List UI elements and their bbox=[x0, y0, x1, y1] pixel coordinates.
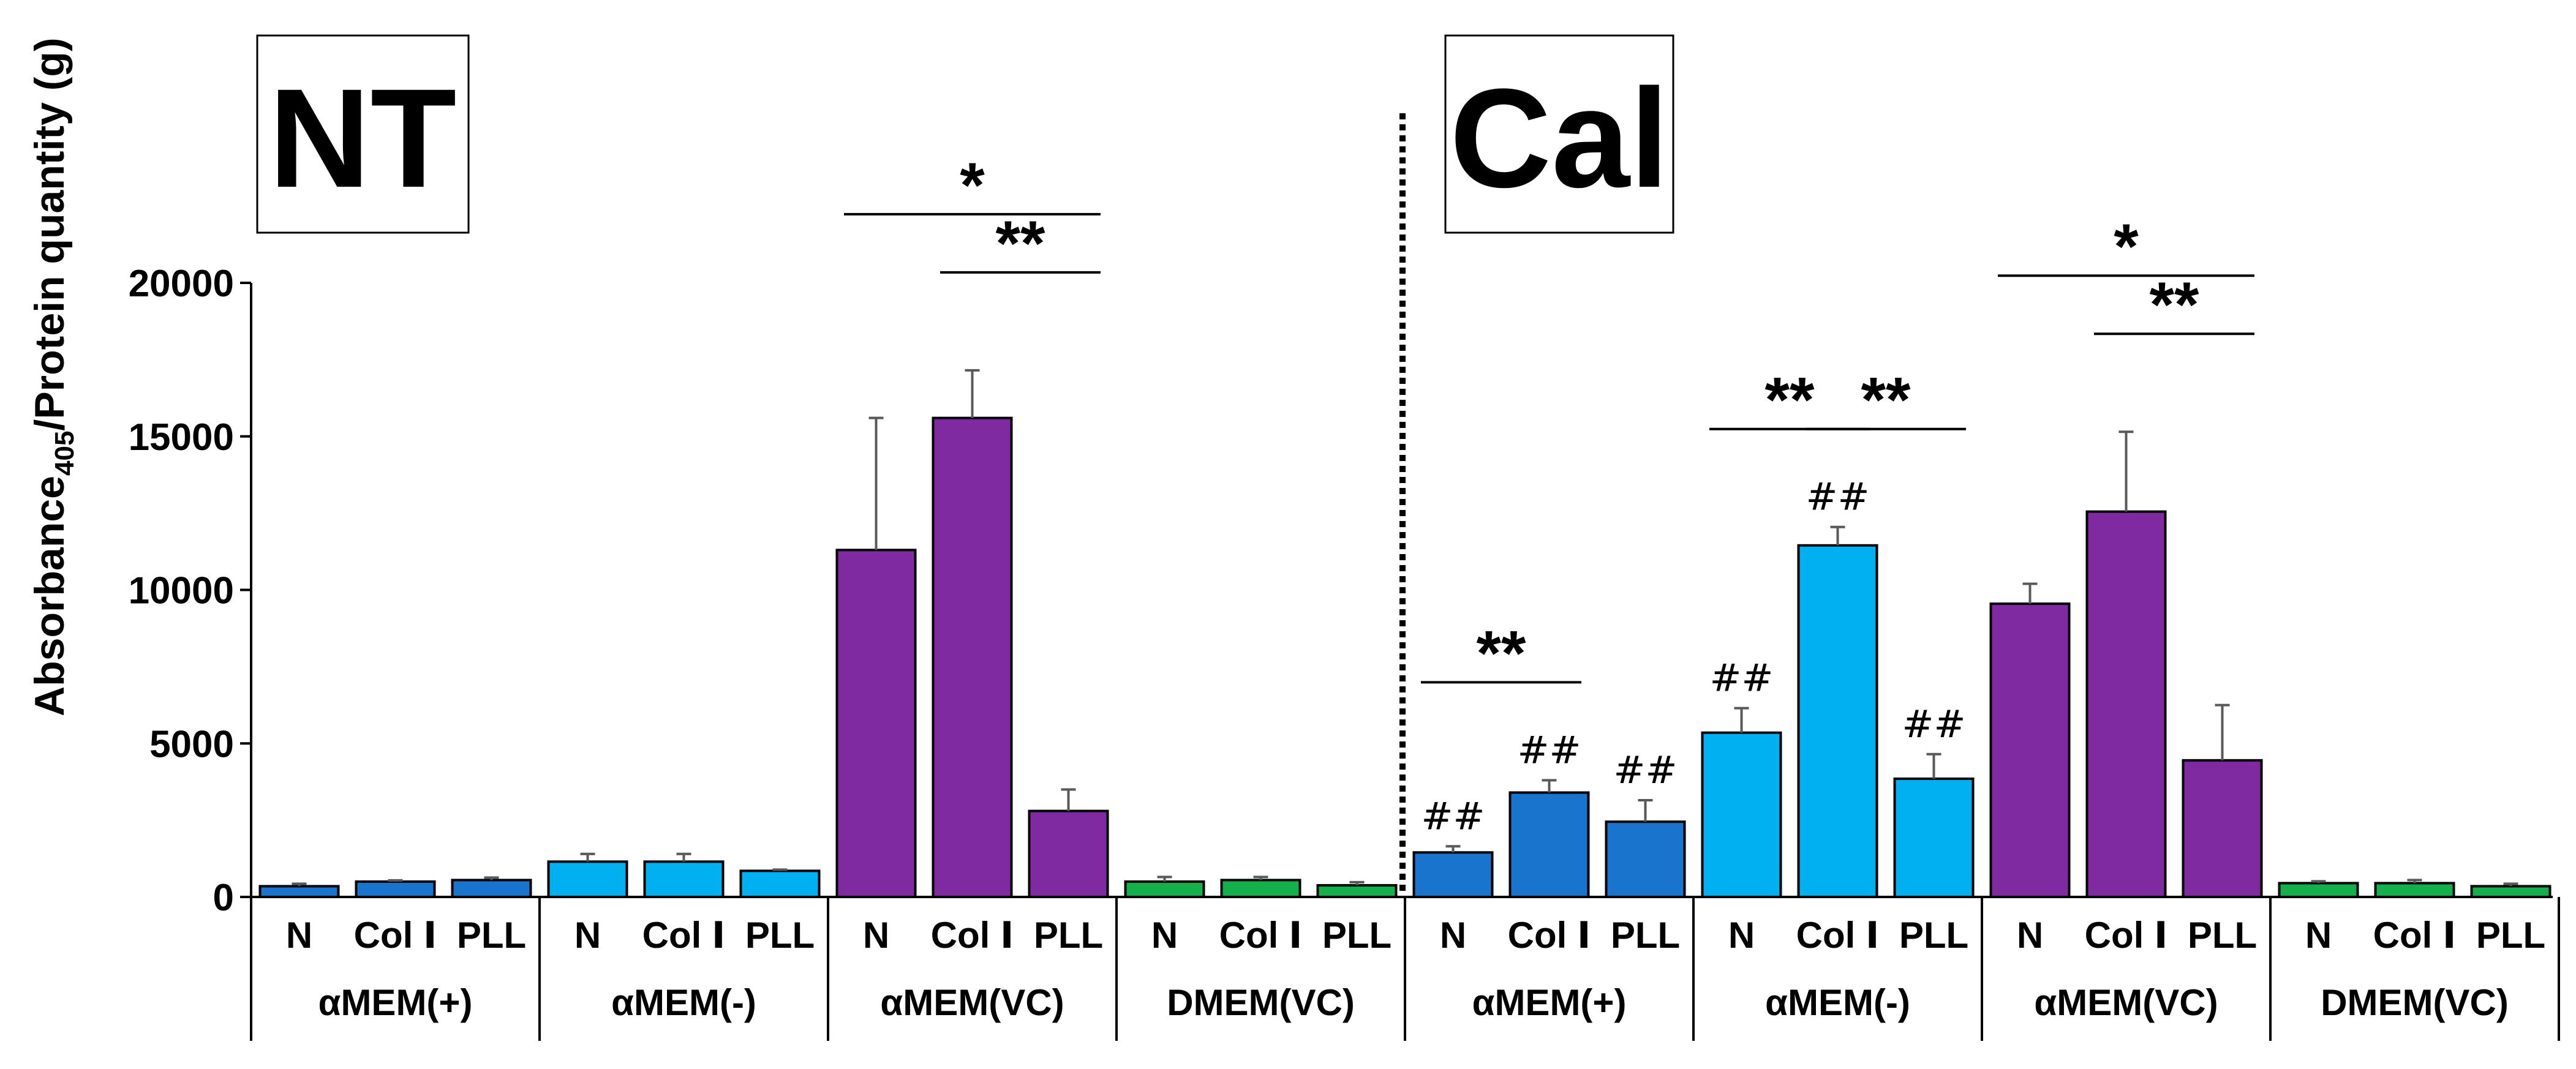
bar bbox=[2374, 882, 2455, 898]
group-label: DMEM(VC) bbox=[2321, 982, 2509, 1023]
bar bbox=[2182, 759, 2263, 899]
bar bbox=[1316, 883, 1398, 898]
group-label: DMEM(VC) bbox=[1167, 982, 1355, 1023]
y-tick-label: 10000 bbox=[129, 570, 234, 612]
category-label: N bbox=[1151, 915, 1178, 956]
bar bbox=[1989, 602, 2071, 898]
category-label: Col Ⅰ bbox=[1508, 915, 1591, 956]
category-label: N bbox=[863, 915, 889, 956]
category-label: N bbox=[2017, 915, 2043, 956]
bar bbox=[2085, 510, 2167, 898]
bar bbox=[355, 880, 436, 899]
significance-star: ** bbox=[2150, 269, 2199, 340]
bar bbox=[932, 416, 1013, 898]
category-label: PLL bbox=[2476, 915, 2545, 956]
group-label: αMEM(VC) bbox=[880, 982, 1064, 1023]
bar bbox=[1893, 777, 1975, 898]
bar bbox=[1028, 809, 1109, 898]
category-label: PLL bbox=[1899, 915, 1968, 956]
category-label: N bbox=[2305, 915, 2332, 956]
significance-star: ** bbox=[1765, 365, 1815, 436]
category-label: PLL bbox=[1611, 915, 1680, 956]
bar bbox=[2278, 882, 2359, 898]
significance-star: * bbox=[2114, 211, 2139, 282]
group-label: αMEM(-) bbox=[1765, 982, 1910, 1023]
group-label: αMEM(+) bbox=[318, 982, 473, 1023]
y-tick-label: 0 bbox=[213, 877, 234, 919]
significance-mark: ## bbox=[1902, 702, 1966, 746]
category-label: Col Ⅰ bbox=[2085, 915, 2168, 956]
significance-mark: ## bbox=[1422, 793, 1485, 838]
y-axis-title: Absorbance405/Protein quantity (g) bbox=[26, 37, 80, 716]
category-label: Col Ⅰ bbox=[931, 915, 1014, 956]
bar bbox=[451, 879, 532, 898]
category-label: PLL bbox=[1034, 915, 1103, 956]
category-label: PLL bbox=[745, 915, 815, 956]
y-tick-label: 5000 bbox=[149, 723, 234, 765]
significance-star: * bbox=[960, 150, 985, 221]
panel-label: Cal bbox=[1450, 59, 1669, 217]
y-axis-title-tail: /Protein quantity (g) bbox=[26, 37, 73, 430]
bar bbox=[1605, 820, 1686, 898]
category-label: Col Ⅰ bbox=[1219, 915, 1303, 956]
significance-star: ** bbox=[1477, 618, 1526, 689]
bar bbox=[258, 885, 340, 899]
bar bbox=[1701, 731, 1782, 898]
category-label: Col Ⅰ bbox=[354, 915, 437, 956]
bar bbox=[1220, 879, 1301, 898]
group-label: αMEM(+) bbox=[1472, 982, 1627, 1023]
bar bbox=[835, 549, 917, 898]
y-tick-label: 20000 bbox=[129, 263, 234, 305]
category-label: Col Ⅰ bbox=[642, 915, 726, 956]
category-label: PLL bbox=[457, 915, 526, 956]
panel-label-box bbox=[256, 34, 470, 234]
significance-mark: ## bbox=[1614, 748, 1678, 792]
bar bbox=[547, 860, 628, 899]
category-label: N bbox=[1728, 915, 1755, 956]
category-label: Col Ⅰ bbox=[2373, 915, 2457, 956]
group-label: αMEM(-) bbox=[611, 982, 756, 1023]
significance-star: ** bbox=[1861, 365, 1911, 436]
y-tick-label: 15000 bbox=[129, 416, 234, 459]
category-label: PLL bbox=[2188, 915, 2257, 956]
category-label: N bbox=[1440, 915, 1466, 956]
category-label: N bbox=[286, 915, 312, 956]
category-label: N bbox=[574, 915, 601, 956]
y-axis-title-subscript: 405 bbox=[50, 431, 80, 476]
bar bbox=[1412, 851, 1494, 898]
y-axis-title-main: Absorbance bbox=[26, 476, 73, 716]
bar bbox=[1124, 880, 1205, 899]
significance-mark: ## bbox=[1806, 474, 1870, 519]
bar bbox=[1508, 791, 1590, 898]
category-label: PLL bbox=[1322, 915, 1392, 956]
panel-label: NT bbox=[269, 59, 457, 217]
panel-label-box bbox=[1444, 34, 1674, 234]
bar bbox=[643, 860, 725, 899]
category-label: Col Ⅰ bbox=[1796, 915, 1880, 956]
bar bbox=[2470, 885, 2552, 899]
significance-mark: ## bbox=[1710, 656, 1774, 700]
bar bbox=[739, 869, 821, 899]
group-label: αMEM(VC) bbox=[2034, 982, 2218, 1023]
significance-mark: ## bbox=[1518, 727, 1581, 772]
significance-star: ** bbox=[996, 208, 1045, 279]
bar bbox=[1797, 544, 1878, 898]
